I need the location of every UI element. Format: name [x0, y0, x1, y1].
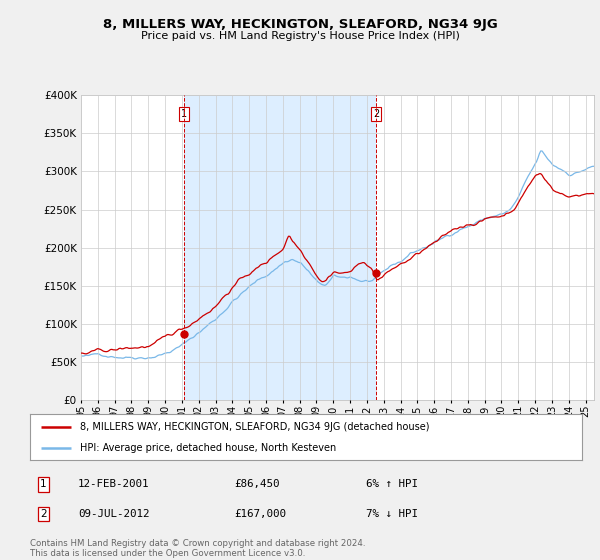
- Text: Contains HM Land Registry data © Crown copyright and database right 2024.
This d: Contains HM Land Registry data © Crown c…: [30, 539, 365, 558]
- Text: 8, MILLERS WAY, HECKINGTON, SLEAFORD, NG34 9JG: 8, MILLERS WAY, HECKINGTON, SLEAFORD, NG…: [103, 18, 497, 31]
- Text: £86,450: £86,450: [234, 479, 280, 489]
- Text: 2: 2: [40, 509, 47, 519]
- Text: 8, MILLERS WAY, HECKINGTON, SLEAFORD, NG34 9JG (detached house): 8, MILLERS WAY, HECKINGTON, SLEAFORD, NG…: [80, 422, 429, 432]
- Text: 6% ↑ HPI: 6% ↑ HPI: [366, 479, 418, 489]
- Text: Price paid vs. HM Land Registry's House Price Index (HPI): Price paid vs. HM Land Registry's House …: [140, 31, 460, 41]
- Text: 1: 1: [181, 109, 187, 119]
- Text: 1: 1: [40, 479, 47, 489]
- Text: 2: 2: [373, 109, 379, 119]
- Text: 12-FEB-2001: 12-FEB-2001: [78, 479, 149, 489]
- Text: 09-JUL-2012: 09-JUL-2012: [78, 509, 149, 519]
- Text: 7% ↓ HPI: 7% ↓ HPI: [366, 509, 418, 519]
- Bar: [184, 95, 376, 400]
- Text: HPI: Average price, detached house, North Kesteven: HPI: Average price, detached house, Nort…: [80, 443, 336, 453]
- Text: £167,000: £167,000: [234, 509, 286, 519]
